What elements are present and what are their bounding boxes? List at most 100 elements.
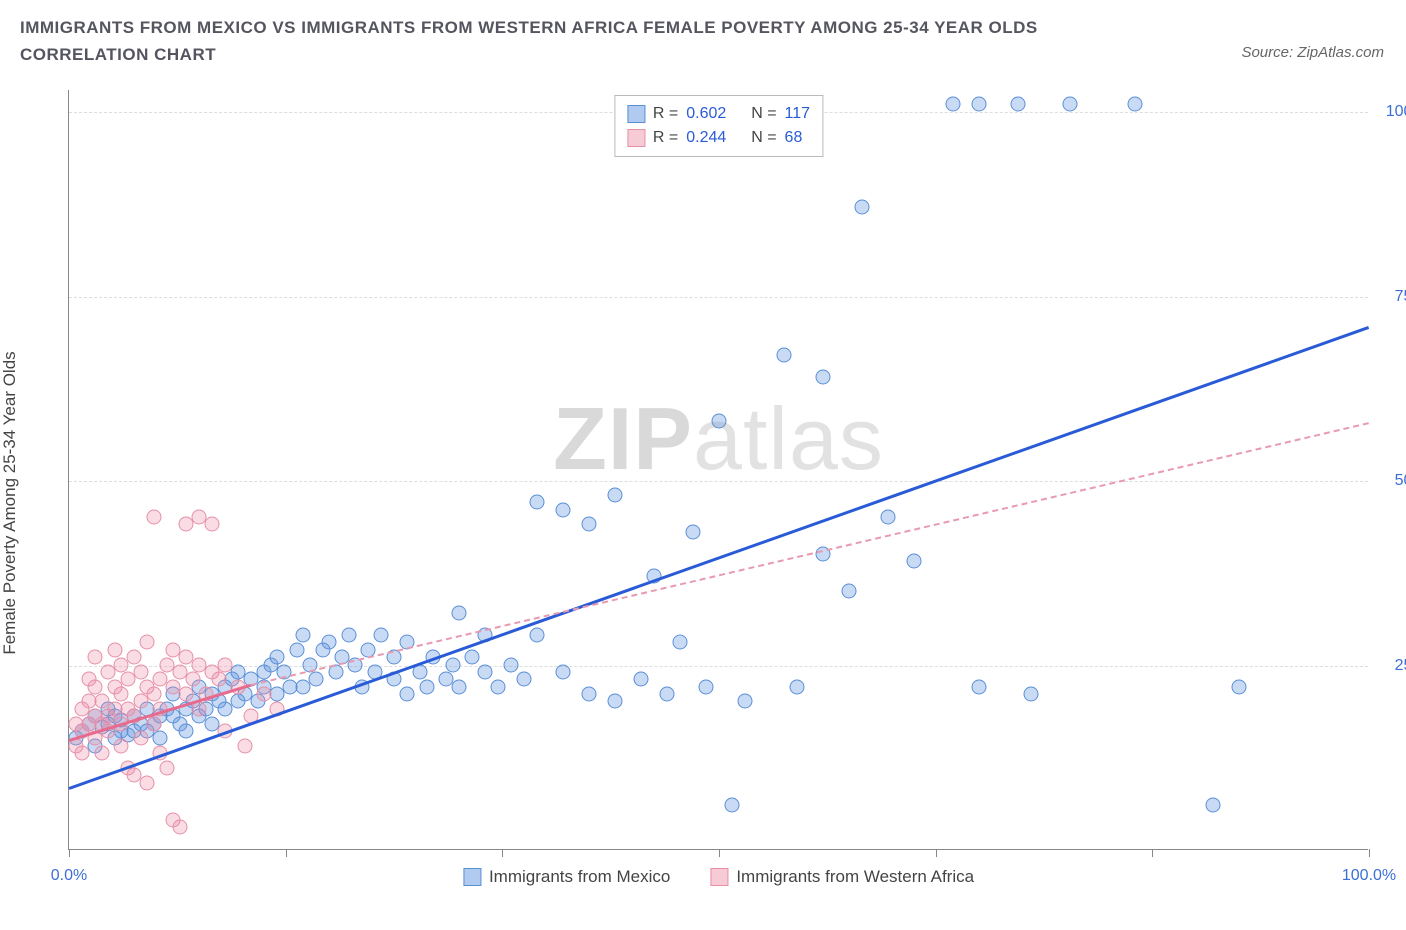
xtick — [69, 849, 70, 857]
ytick-label: 50.0% — [1380, 472, 1406, 490]
data-point — [608, 694, 623, 709]
legend-swatch-pink-icon — [627, 129, 645, 147]
data-point — [179, 723, 194, 738]
data-point — [140, 775, 155, 790]
data-point — [699, 679, 714, 694]
data-point — [341, 628, 356, 643]
data-point — [946, 96, 961, 111]
xtick — [1369, 849, 1370, 857]
data-point — [146, 716, 161, 731]
data-point — [107, 642, 122, 657]
legend-series: Immigrants from Mexico Immigrants from W… — [463, 867, 974, 887]
ytick-label: 100.0% — [1380, 103, 1406, 121]
xtick — [1152, 849, 1153, 857]
data-point — [1128, 96, 1143, 111]
r-label-2: R = — [653, 126, 678, 150]
data-point — [972, 679, 987, 694]
r-label: R = — [653, 102, 678, 126]
data-point — [75, 746, 90, 761]
xtick — [502, 849, 503, 857]
watermark-bold: ZIP — [553, 389, 693, 488]
gridline — [69, 297, 1368, 298]
data-point — [296, 628, 311, 643]
data-point — [374, 628, 389, 643]
r-value-1: 0.602 — [686, 102, 726, 126]
n-label: N = — [751, 102, 776, 126]
data-point — [530, 628, 545, 643]
data-point — [211, 672, 226, 687]
chart-title-block: IMMIGRANTS FROM MEXICO VS IMMIGRANTS FRO… — [20, 14, 1038, 68]
data-point — [777, 347, 792, 362]
data-point — [686, 524, 701, 539]
n-value-1: 117 — [785, 102, 811, 126]
data-point — [790, 679, 805, 694]
data-point — [94, 746, 109, 761]
data-point — [881, 509, 896, 524]
data-point — [712, 414, 727, 429]
data-point — [1232, 679, 1247, 694]
data-point — [400, 687, 415, 702]
data-point — [309, 672, 324, 687]
xtick — [286, 849, 287, 857]
data-point — [452, 605, 467, 620]
ytick-label: 75.0% — [1380, 288, 1406, 306]
data-point — [907, 554, 922, 569]
data-point — [530, 495, 545, 510]
data-point — [452, 679, 467, 694]
data-point — [465, 650, 480, 665]
plot-area: ZIPatlas R = 0.602 N = 117 R = 0.244 N =… — [68, 90, 1368, 850]
legend-stats-row-2: R = 0.244 N = 68 — [627, 126, 810, 150]
data-point — [159, 760, 174, 775]
data-point — [289, 642, 304, 657]
data-point — [88, 679, 103, 694]
data-point — [972, 96, 987, 111]
legend-item-2: Immigrants from Western Africa — [710, 867, 974, 887]
trend-line — [251, 422, 1369, 686]
data-point — [855, 200, 870, 215]
data-point — [556, 502, 571, 517]
data-point — [673, 635, 688, 650]
legend-swatch-blue-icon — [463, 868, 481, 886]
source-attribution: Source: ZipAtlas.com — [1241, 44, 1384, 61]
data-point — [185, 672, 200, 687]
data-point — [634, 672, 649, 687]
data-point — [140, 635, 155, 650]
xtick — [719, 849, 720, 857]
data-point — [133, 731, 148, 746]
data-point — [556, 664, 571, 679]
data-point — [218, 657, 233, 672]
data-point — [738, 694, 753, 709]
legend-swatch-pink-icon — [710, 868, 728, 886]
legend-label-2: Immigrants from Western Africa — [736, 867, 974, 887]
data-point — [114, 687, 129, 702]
data-point — [491, 679, 506, 694]
data-point — [172, 819, 187, 834]
data-point — [257, 687, 272, 702]
data-point — [608, 487, 623, 502]
title-line-2: CORRELATION CHART — [20, 41, 1038, 68]
ytick-label: 25.0% — [1380, 657, 1406, 675]
title-line-1: IMMIGRANTS FROM MEXICO VS IMMIGRANTS FRO… — [20, 14, 1038, 41]
data-point — [842, 583, 857, 598]
data-point — [504, 657, 519, 672]
r-value-2: 0.244 — [686, 126, 726, 150]
data-point — [146, 509, 161, 524]
legend-swatch-blue-icon — [627, 105, 645, 123]
y-axis-label: Female Poverty Among 25-34 Year Olds — [0, 351, 20, 654]
data-point — [237, 738, 252, 753]
data-point — [270, 650, 285, 665]
legend-stats-row-1: R = 0.602 N = 117 — [627, 102, 810, 126]
data-point — [133, 664, 148, 679]
xtick — [936, 849, 937, 857]
data-point — [419, 679, 434, 694]
data-point — [179, 687, 194, 702]
data-point — [816, 369, 831, 384]
watermark: ZIPatlas — [553, 388, 884, 490]
data-point — [153, 731, 168, 746]
n-label-2: N = — [751, 126, 776, 150]
data-point — [1024, 687, 1039, 702]
n-value-2: 68 — [785, 126, 803, 150]
data-point — [322, 635, 337, 650]
data-point — [445, 657, 460, 672]
legend-stats-box: R = 0.602 N = 117 R = 0.244 N = 68 — [614, 95, 823, 157]
